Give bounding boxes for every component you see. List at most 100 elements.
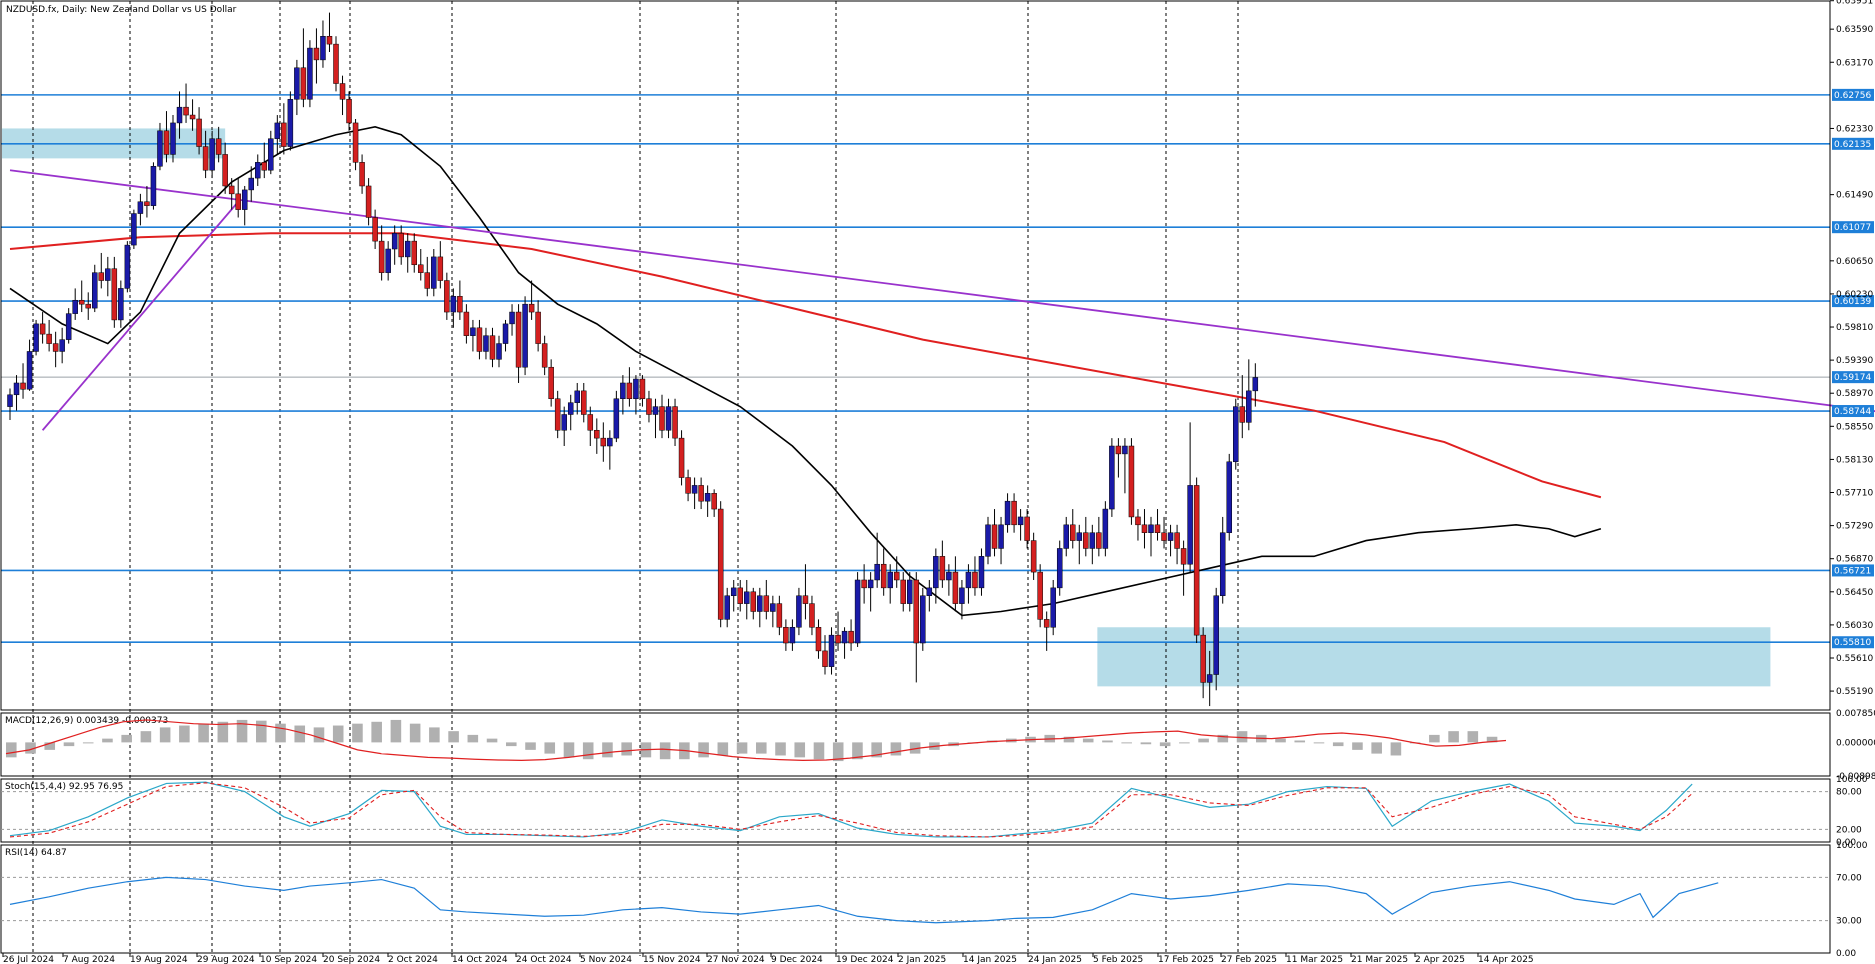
candle-body-19 [131,213,137,246]
macd-hist-bar-70 [1352,742,1363,750]
macd-hist-bar-20 [390,719,402,743]
macd-hist-bar-72 [1390,742,1402,756]
current-price-tag-label: 0.59174 [1834,373,1871,383]
level-tag-4 [1832,405,1874,418]
candle-body-121 [796,595,802,628]
candle-body-170 [1115,445,1122,455]
candle-body-157 [1030,540,1037,573]
candle-body-40 [268,138,274,171]
candle-body-187 [1226,461,1232,533]
macd-hist-bar-7 [140,731,152,743]
candle-body-80 [528,303,535,313]
candle-body-63 [418,264,424,273]
macd-hist-bar-76 [1467,731,1479,743]
macd-hist-bar-66 [1275,738,1286,743]
macd-hist-bar-17 [332,725,344,743]
candle-body-15 [105,268,111,281]
macd-label: MACD(12,26,9) 0.003439 -0.000373 [5,716,168,726]
candle-body-62 [411,240,417,266]
candle-body-174 [1141,524,1148,533]
time-tick-label-14: 2 Jan 2025 [898,955,946,964]
candle-body-78 [515,311,522,368]
candle-body-36 [241,189,248,210]
candle-body-183 [1200,634,1206,683]
candle-body-136 [893,571,900,581]
candle-body-49 [326,35,333,45]
time-tick-label-5: 20 Sep 2024 [323,955,380,964]
candle-body-53 [352,122,359,163]
candle-body-166 [1089,532,1096,549]
price-tick-label-14: 0.56870 [1836,555,1873,565]
candle-body-103 [678,437,685,478]
candle-body-125 [822,650,828,667]
candle-body-14 [98,272,105,281]
candle-body-154 [1011,500,1017,526]
stoch-tick-label-1: 80.00 [1836,788,1862,798]
macd-hist-bar-25 [486,738,498,743]
candle-body-61 [404,240,411,258]
candle-body-82 [541,343,548,368]
macd-hist-bar-2 [44,742,56,750]
time-tick-label-15: 14 Jan 2025 [963,955,1017,964]
candle-body-131 [861,579,867,589]
rsi-tick-label-2: 30.00 [1836,917,1862,927]
candle-body-75 [496,343,502,360]
candle-body-179 [1174,532,1180,549]
candle-body-72 [476,327,483,352]
macd-hist-bar-11 [217,721,229,743]
candle-body-120 [789,627,796,644]
candle-body-96 [633,378,639,399]
level-tag-label-6: 0.55810 [1834,638,1871,648]
candle-body-147 [965,571,972,589]
macd-hist-bar-28 [544,742,556,754]
candle-body-167 [1096,532,1102,549]
candle-body-135 [887,571,893,589]
candle-body-87 [574,390,580,403]
stoch-signal-line [9,782,1693,838]
candle-body-127 [835,634,841,644]
candle-body-21 [144,201,150,206]
current-price-tag [1832,371,1874,384]
candle-body-123 [809,603,815,628]
trendline-ascending [41,201,239,431]
candle-body-133 [874,563,880,581]
price-tick-label-13: 0.57290 [1836,522,1873,532]
candle-body-161 [1056,548,1063,589]
chart-title: NZDUSD.fx, Daily: New Zealand Dollar vs … [6,5,237,15]
time-tick-label-9: 5 Nov 2024 [580,955,632,964]
candle-body-107 [704,493,711,502]
macd-hist-bar-75 [1448,731,1459,743]
candle-body-31 [209,138,215,171]
time-axis: 26 Jul 2024 7 Aug 2024 19 Aug 2024 29 Aug 2… [2,953,1534,964]
time-tick-label-4: 10 Sep 2024 [260,955,317,964]
candle-body-95 [626,382,633,399]
price-tick-label-7: 0.59810 [1836,323,1873,333]
candle-body-145 [952,571,959,604]
candle-body-34 [228,185,235,195]
candle-body-51 [339,83,346,100]
level-tag-label-3: 0.60139 [1834,297,1871,307]
candle-body-181 [1187,485,1193,565]
moving-average-red [9,232,1602,499]
macd-hist-bar-3 [63,742,75,747]
candle-body-93 [613,398,620,439]
candle-body-116 [763,595,770,612]
time-tick-label-1: 7 Aug 2024 [63,955,115,964]
zone-1 [1097,627,1771,687]
candle-body-4 [33,323,39,352]
time-tick-label-3: 29 Aug 2024 [197,955,255,964]
candle-body-76 [502,323,509,344]
price-tick-label-18: 0.55190 [1836,687,1873,697]
candle-body-77 [509,311,515,325]
candle-body-168 [1102,508,1109,549]
stoch-panel-frame [0,778,1831,843]
candle-body-13 [92,272,98,309]
candle-body-29 [196,118,202,147]
level-tag-6 [1832,636,1874,649]
level-tag-label-0: 0.62756 [1834,91,1871,101]
candle-body-185 [1213,595,1219,675]
candle-body-178 [1167,532,1174,541]
candle-body-117 [770,603,776,612]
candle-body-111 [730,587,737,596]
